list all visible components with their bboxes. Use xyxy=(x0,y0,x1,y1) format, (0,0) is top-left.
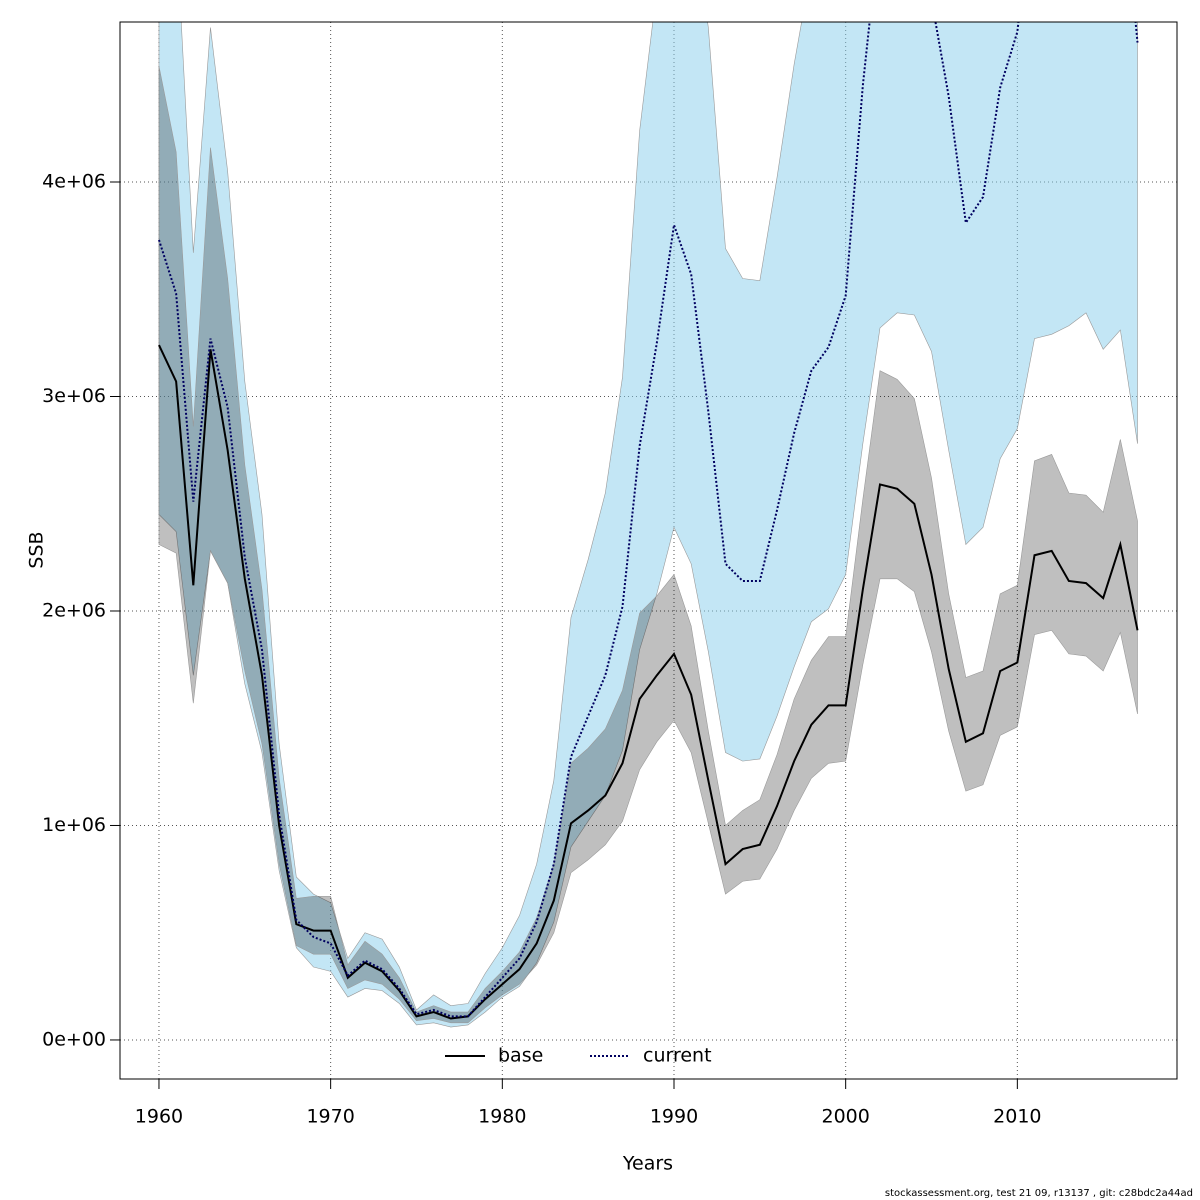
x-tick-label: 2000 xyxy=(821,1106,869,1128)
plot-frame xyxy=(119,21,1178,1080)
plot-area xyxy=(120,22,1177,1079)
x-tick-label: 1970 xyxy=(306,1106,354,1128)
y-tick-label: 0e+00 xyxy=(42,1028,106,1050)
series-line xyxy=(158,344,1139,1020)
y-tick-label: 1e+06 xyxy=(42,814,106,836)
y-tick-label: 3e+06 xyxy=(42,385,106,407)
y-axis-label: SSB xyxy=(26,531,48,568)
x-tick-label: 1990 xyxy=(650,1106,698,1128)
x-tick-label: 1960 xyxy=(135,1106,183,1128)
y-tick-label: 4e+06 xyxy=(42,171,106,193)
y-tick-label: 2e+06 xyxy=(42,599,106,621)
legend-label: current xyxy=(643,1045,712,1067)
footer: stockassessment.org, test 21 09, r13137 … xyxy=(885,1188,1193,1199)
x-axis-label: Years xyxy=(622,1153,673,1175)
confidence-band xyxy=(158,66,1138,1024)
x-tick-label: 1980 xyxy=(478,1106,526,1128)
confidence-band xyxy=(158,22,1138,1028)
legend-label: base xyxy=(498,1045,543,1067)
series-line xyxy=(158,22,1139,1018)
x-tick-label: 2010 xyxy=(993,1106,1041,1128)
